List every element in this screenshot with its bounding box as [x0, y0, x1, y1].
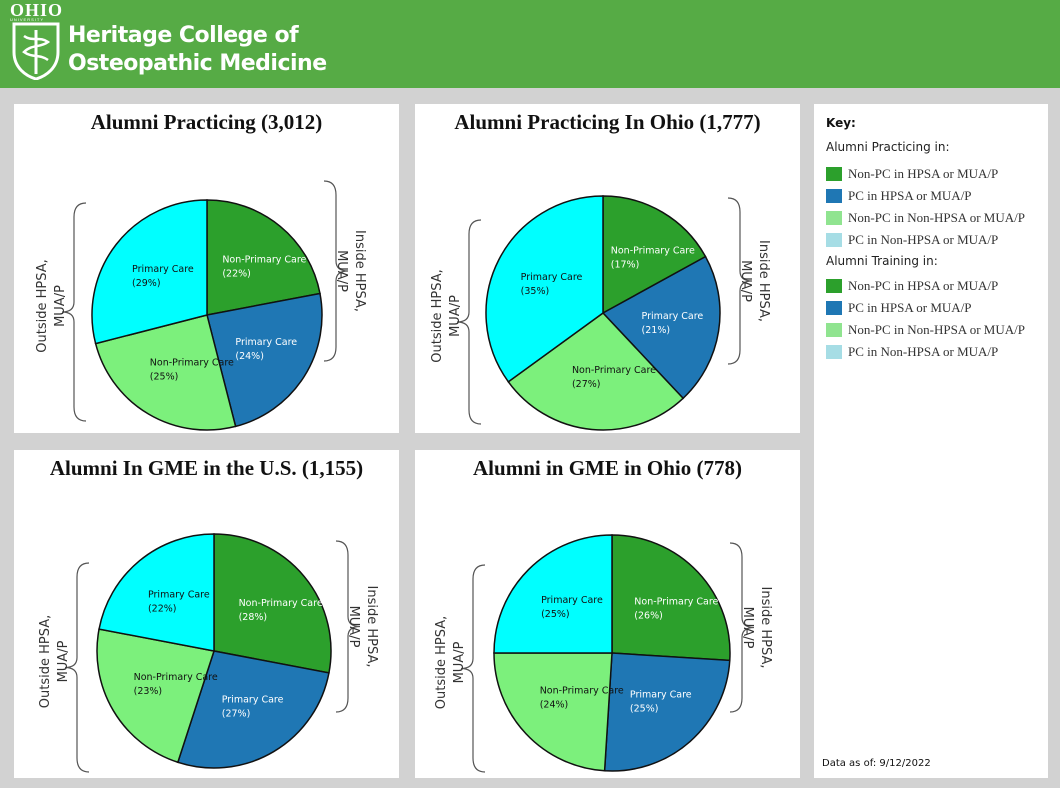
- pie-chart: Non-Primary Care (22%) Primary Care (24%)No…: [35, 180, 367, 431]
- pie-slice: [493, 652, 613, 772]
- key-swatch: [826, 211, 842, 225]
- outside-hpsa-label: Outside HPSA, MUA/P: [38, 615, 71, 708]
- key-item: Non-PC in HPSA or MUA/P: [826, 166, 998, 182]
- outside-hpsa-label: Outside HPSA, MUA/P: [35, 259, 68, 352]
- key-item-label: Non-PC in Non-HPSA or MUA/P: [848, 210, 1025, 225]
- pie-chart: Non-Primary Care (17%) Primary Care (21%) No…: [430, 195, 771, 431]
- left-bracket: [64, 562, 90, 773]
- pie-slice: [176, 650, 330, 769]
- key-item: Non-PC in Non-HPSA or MUA/P: [826, 322, 1025, 338]
- header-banner: OHIO UNIVERSITY Heritage College of Oste…: [0, 0, 1060, 88]
- pie-slice: [98, 533, 215, 652]
- left-bracket: [456, 219, 482, 425]
- inside-hpsa-label: Inside HPSA,MUA/P: [346, 586, 379, 668]
- chart-panel-alumni-practicing-ohio: Alumni Practicing In Ohio (1,777) Non-Pr…: [415, 104, 800, 433]
- chart-panel-alumni-gme-us: Alumni In GME in the U.S. (1,155) Non-Pr…: [14, 450, 399, 778]
- slice-label: Non-Primary Care (17%): [611, 246, 695, 271]
- inside-hpsa-label: Inside HPSA,MUA/P: [740, 587, 773, 669]
- slice-label: Non-Primary Care (22%): [222, 254, 306, 279]
- pie-slice: [493, 534, 613, 654]
- key-panel: Key: Alumni Practicing in: Non-PC in HPS…: [814, 104, 1048, 778]
- ohio-wordmark: OHIO: [10, 0, 64, 20]
- chart-title: Alumni In GME in the U.S. (1,155): [49, 456, 364, 480]
- key-item-label: PC in Non-HPSA or MUA/P: [848, 232, 999, 247]
- pie-slice: [94, 314, 237, 431]
- left-bracket: [460, 564, 486, 773]
- pie-slice: [213, 533, 332, 674]
- outside-hpsa-label: Outside HPSA, MUA/P: [430, 269, 463, 362]
- slice-label: Primary Care (22%): [148, 589, 210, 614]
- chart-title: Alumni in GME in Ohio (778): [473, 456, 742, 480]
- key-item-label: PC in HPSA or MUA/P: [848, 188, 972, 203]
- slice-label: Non-Primary Care (24%): [540, 685, 624, 710]
- key-swatch: [826, 345, 842, 359]
- key-item: PC in HPSA or MUA/P: [826, 300, 972, 316]
- college-name-line2: Osteopathic Medicine: [68, 51, 327, 76]
- key-practicing-header: Alumni Practicing in:: [826, 140, 950, 154]
- right-bracket: [323, 180, 349, 362]
- key-title: Key:: [826, 116, 856, 130]
- pie-slice: [485, 195, 604, 383]
- key-training-header: Alumni Training in:: [826, 254, 938, 268]
- university-wordmark: UNIVERSITY: [10, 17, 45, 22]
- key-swatch: [826, 167, 842, 181]
- slice-label: Primary Care (25%): [541, 595, 603, 620]
- right-bracket: [335, 540, 361, 713]
- key-item-label: PC in HPSA or MUA/P: [848, 300, 972, 315]
- right-bracket: [727, 197, 753, 365]
- pie-chart: Non-Primary Care (28%) Primary Care (27%)No…: [38, 533, 379, 773]
- pie-slice: [206, 292, 323, 428]
- pie-slice: [91, 199, 208, 345]
- pie-slice: [602, 195, 707, 315]
- slice-label: Non-Primary Care (23%): [134, 672, 218, 697]
- pie-slice: [96, 628, 215, 764]
- chart-title: Alumni Practicing In Ohio (1,777): [454, 110, 761, 134]
- chart-panel-alumni-practicing: Alumni Practicing (3,012) Non-Primary Ca…: [14, 104, 399, 433]
- slice-label: Primary Care (35%): [521, 272, 583, 297]
- pie-slice: [603, 652, 731, 772]
- key-item-label: Non-PC in HPSA or MUA/P: [848, 278, 999, 293]
- data-as-of: Data as of: 9/12/2022: [822, 758, 931, 769]
- slice-label: Primary Care (21%): [642, 311, 704, 336]
- pie-slice: [601, 255, 721, 400]
- chart-panel-alumni-gme-ohio: Alumni in GME in Ohio (778) Non-Primary …: [415, 450, 800, 778]
- pie-slice: [206, 199, 321, 316]
- slice-label: Non-Primary Care (27%): [572, 365, 656, 390]
- slice-label: Primary Care (29%): [132, 264, 194, 289]
- chart-title: Alumni Practicing (3,012): [90, 110, 323, 134]
- outside-hpsa-label: Outside HPSA, MUA/P: [434, 616, 467, 709]
- key-item: PC in Non-HPSA or MUA/P: [826, 344, 998, 360]
- key-item: Non-PC in HPSA or MUA/P: [826, 278, 998, 294]
- key-item: PC in Non-HPSA or MUA/P: [826, 232, 998, 248]
- left-bracket: [61, 202, 87, 422]
- slice-label: Non-Primary Care (25%): [150, 357, 234, 382]
- slice-label: Primary Care (25%): [630, 690, 692, 715]
- key-swatch: [826, 233, 842, 247]
- college-name-line1: Heritage College of: [68, 23, 299, 48]
- key-swatch: [826, 323, 842, 337]
- key-item-label: Non-PC in HPSA or MUA/P: [848, 166, 999, 181]
- inside-hpsa-label: Inside HPSA,MUA/P: [334, 230, 367, 312]
- college-shield-logo: [12, 22, 60, 80]
- college-name: Heritage College of Osteopathic Medicine: [68, 22, 327, 78]
- pie-slice: [507, 312, 685, 431]
- key-swatch: [826, 301, 842, 315]
- inside-hpsa-label: Inside HPSA,MUA/P: [738, 240, 771, 322]
- slice-label: Non-Primary Care (26%): [634, 597, 718, 622]
- key-swatch: [826, 189, 842, 203]
- key-item-label: Non-PC in Non-HPSA or MUA/P: [848, 322, 1025, 337]
- key-swatch: [826, 279, 842, 293]
- slice-label: Primary Care (27%): [222, 694, 284, 719]
- pie-slice: [611, 534, 731, 662]
- key-item: Non-PC in Non-HPSA or MUA/P: [826, 210, 1025, 226]
- right-bracket: [729, 542, 755, 713]
- key-item-label: PC in Non-HPSA or MUA/P: [848, 344, 999, 359]
- slice-label: Primary Care (24%): [235, 337, 297, 362]
- slice-label: Non-Primary Care (28%): [239, 598, 323, 623]
- pie-chart: Non-Primary Care (26%)Primary Care (25%)No…: [434, 534, 773, 773]
- key-item: PC in HPSA or MUA/P: [826, 188, 972, 204]
